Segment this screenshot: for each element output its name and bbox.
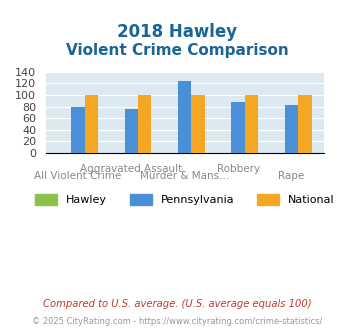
Bar (125, 109, 138, 153)
Text: Murder & Mans...: Murder & Mans... (140, 171, 229, 181)
Bar (191, 95, 205, 153)
Text: Rape: Rape (278, 171, 305, 181)
Bar (298, 95, 312, 153)
Text: Aggravated Assault: Aggravated Assault (80, 164, 182, 174)
Bar (245, 95, 258, 153)
Text: Violent Crime Comparison: Violent Crime Comparison (66, 43, 289, 58)
Bar (71, 107, 84, 153)
Bar (138, 95, 151, 153)
Bar (285, 105, 298, 153)
Bar (178, 81, 191, 153)
Legend: Hawley, Pennsylvania, National: Hawley, Pennsylvania, National (31, 189, 339, 210)
Bar (84, 95, 98, 153)
Text: Compared to U.S. average. (U.S. average equals 100): Compared to U.S. average. (U.S. average … (43, 299, 312, 309)
Text: 2018 Hawley: 2018 Hawley (118, 23, 237, 41)
Text: All Violent Crime: All Violent Crime (34, 171, 121, 181)
Bar (231, 102, 245, 153)
Text: © 2025 CityRating.com - https://www.cityrating.com/crime-statistics/: © 2025 CityRating.com - https://www.city… (32, 317, 323, 326)
Text: Robbery: Robbery (217, 164, 260, 174)
